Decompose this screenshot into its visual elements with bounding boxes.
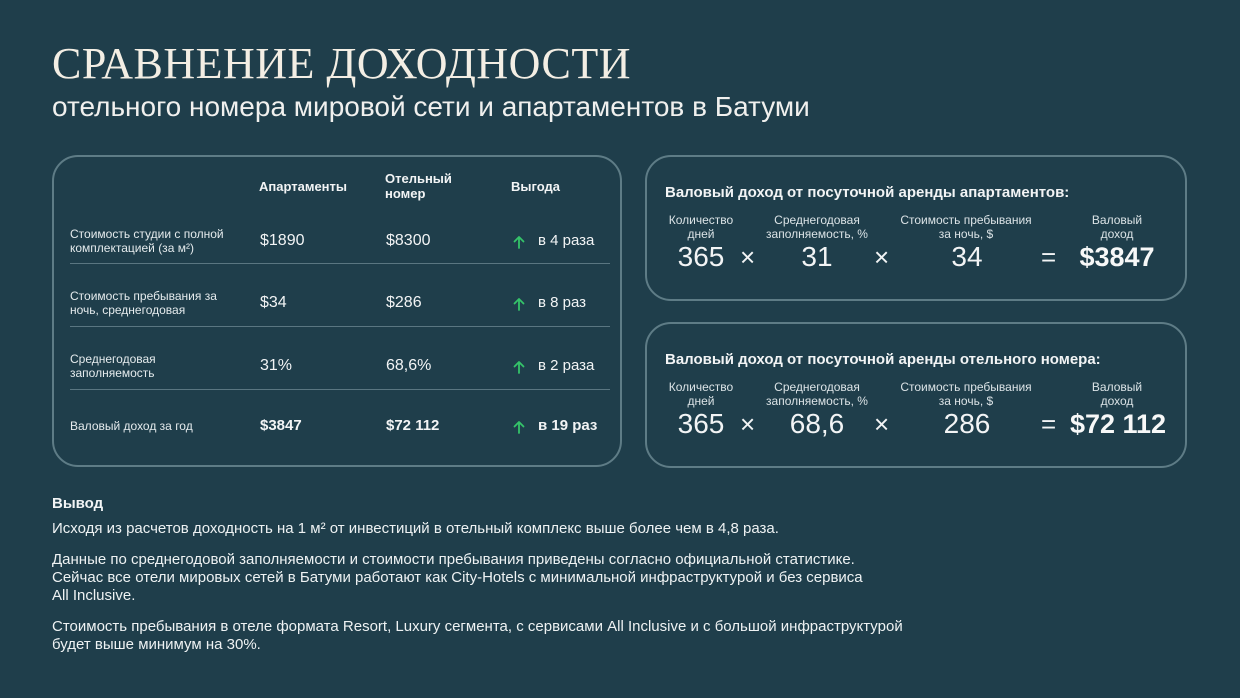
value-days: 365 [677, 408, 725, 439]
conclusion-paragraph-3-line-1: Стоимость пребывания в отеле формата Res… [52, 618, 903, 635]
formula-apartments-card: Валовый доход от посуточной аренды апарт… [645, 155, 1187, 301]
cell-gain: в 2 раза [538, 357, 595, 374]
cell-gain: в 8 раз [538, 294, 587, 311]
formula-title: Валовый доход от посуточной аренды отель… [665, 351, 1101, 368]
value-income: $3847 [1079, 242, 1155, 272]
comparison-table: Апартаменты Отельный номер Выгода Стоимо… [52, 155, 622, 467]
cell-apartments: $34 [260, 294, 287, 311]
label-days: Количество дней [668, 213, 734, 241]
cell-hotel: $72 112 [386, 417, 440, 434]
label-price: Стоимость пребывания за ночь, $ [900, 213, 1032, 241]
row-label: Стоимость студии с полной комплектацией … [70, 227, 224, 255]
equals-sign: = [1041, 409, 1057, 439]
conclusion-paragraph-2-line-3: All Inclusive. [52, 587, 136, 604]
value-price: 286 [943, 408, 991, 439]
label-occupancy: Среднегодовая заполняемость, % [766, 380, 868, 408]
multiply-sign: × [740, 242, 756, 272]
conclusion-paragraph-3-line-2: будет выше минимум на 30%. [52, 636, 261, 653]
arrow-up-icon [513, 236, 525, 249]
table-row: Валовый доход за год $3847 $72 112 в 19 … [70, 389, 610, 449]
table-row: Стоимость пребывания за ночь, среднегодо… [70, 263, 610, 327]
value-days: 365 [677, 241, 725, 272]
row-label: Валовый доход за год [70, 419, 193, 433]
multiply-sign: × [874, 242, 890, 272]
table-row: Среднегодовая заполняемость 31% 68,6% в … [70, 326, 610, 390]
header-hotel: Отельный номер [385, 171, 452, 201]
header-gain: Выгода [511, 179, 560, 194]
cell-hotel: 68,6% [386, 357, 432, 374]
equals-sign: = [1041, 242, 1057, 272]
header-apartments: Апартаменты [259, 179, 348, 194]
row-label: Стоимость пребывания за ночь, среднегодо… [70, 289, 217, 317]
table-row: Стоимость студии с полной комплектацией … [70, 219, 610, 264]
page-title: СРАВНЕНИЕ ДОХОДНОСТИ [52, 39, 631, 88]
conclusion-heading: Вывод [52, 495, 104, 512]
cell-gain: в 4 раза [538, 232, 595, 249]
multiply-sign: × [740, 409, 756, 439]
cell-gain: в 19 раз [538, 417, 598, 434]
cell-hotel: $286 [386, 294, 422, 311]
value-income: $72 112 [1069, 409, 1167, 439]
conclusion-paragraph-2-line-2: Сейчас все отели мировых сетей в Батуми … [52, 569, 863, 586]
value-price: 34 [951, 241, 983, 272]
label-income: Валовый доход [1091, 213, 1143, 241]
cell-apartments: 31% [260, 357, 293, 374]
label-occupancy: Среднегодовая заполняемость, % [766, 213, 868, 241]
cell-apartments: $3847 [260, 417, 302, 434]
arrow-up-icon [513, 361, 525, 374]
arrow-up-icon [513, 421, 525, 434]
page-subtitle: отельного номера мировой сети и апартаме… [52, 91, 810, 122]
conclusion-paragraph-2-line-1: Данные по среднегодовой заполняемости и … [52, 551, 855, 568]
arrow-up-icon [513, 298, 525, 311]
multiply-sign: × [874, 409, 890, 439]
cell-apartments: $1890 [260, 232, 305, 249]
formula-hotel-card: Валовый доход от посуточной аренды отель… [645, 322, 1187, 468]
label-days: Количество дней [668, 380, 734, 408]
cell-hotel: $8300 [386, 232, 431, 249]
formula-title: Валовый доход от посуточной аренды апарт… [665, 184, 1070, 201]
label-price: Стоимость пребывания за ночь, $ [900, 380, 1032, 408]
row-label: Среднегодовая заполняемость [70, 352, 156, 380]
value-occupancy: 68,6 [789, 408, 845, 439]
label-income: Валовый доход [1091, 380, 1143, 408]
value-occupancy: 31 [801, 241, 833, 272]
conclusion-paragraph-1: Исходя из расчетов доходность на 1 м² от… [52, 520, 779, 537]
